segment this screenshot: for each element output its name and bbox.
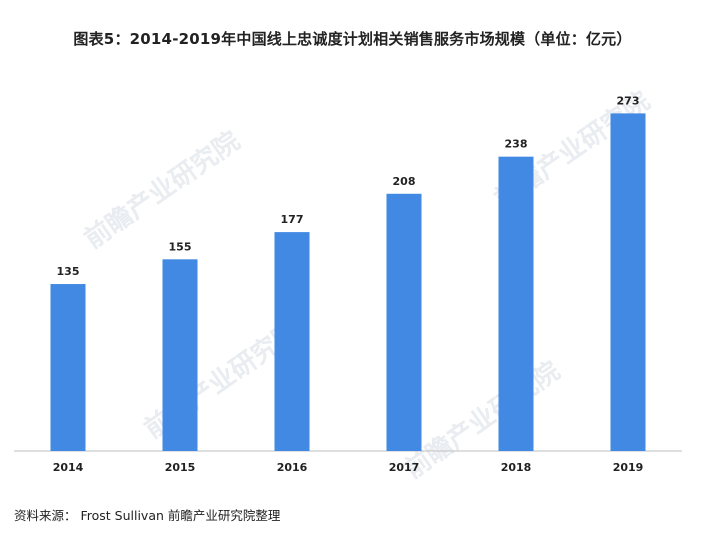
bar-chart: 135 2014 155 2015 177 2016 208 2017 238 2018 273 20… xyxy=(14,94,682,474)
x-tick-label-2019: 2019 xyxy=(613,461,644,474)
x-tick-label-2017: 2017 xyxy=(389,461,420,474)
bar-2019 xyxy=(610,113,646,451)
data-label-2014: 135 xyxy=(57,265,80,278)
x-tick-label-2015: 2015 xyxy=(165,461,196,474)
x-tick-label-2018: 2018 xyxy=(501,461,532,474)
x-tick-label-2016: 2016 xyxy=(277,461,308,474)
bar-2017 xyxy=(386,193,422,452)
data-label-2016: 177 xyxy=(281,213,304,226)
x-tick-label-2014: 2014 xyxy=(53,461,84,474)
data-label-2019: 273 xyxy=(617,94,640,107)
bar-2018 xyxy=(498,156,534,451)
data-label-2018: 238 xyxy=(505,138,528,151)
bar-2014 xyxy=(50,284,86,451)
bar-2015 xyxy=(162,259,198,451)
source-note: 资料来源： Frost Sullivan 前瞻产业研究院整理 xyxy=(14,508,281,523)
data-label-2017: 208 xyxy=(393,175,416,188)
bar-2016 xyxy=(274,232,310,451)
chart-title: 图表5：2014-2019年中国线上忠诚度计划相关销售服务市场规模（单位：亿元） xyxy=(73,30,632,48)
bars-group: 135 2014 155 2015 177 2016 208 2017 238 2018 273 20… xyxy=(50,94,646,474)
data-label-2015: 155 xyxy=(169,240,192,253)
